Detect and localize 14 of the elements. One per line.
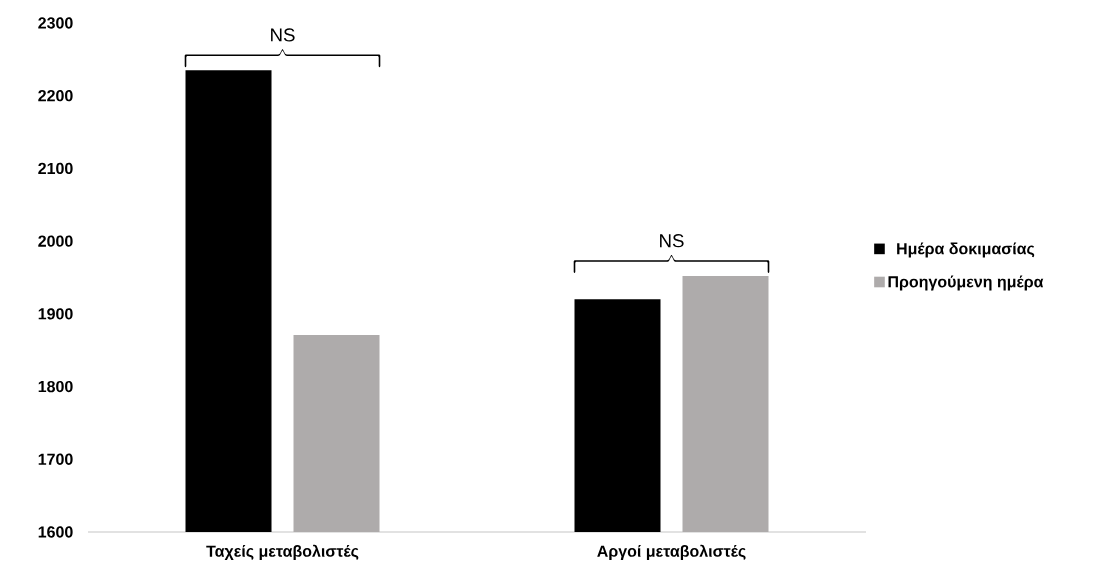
- y-tick-label: 2300: [38, 17, 73, 29]
- legend-label: Ημέρα δοκιμασίας: [897, 242, 1035, 258]
- y-tick-label: 2000: [38, 235, 73, 247]
- legend-label: Προηγούμενη ημέρα: [888, 275, 1044, 291]
- x-tick-label: Ταχείς μεταβολιστές: [206, 544, 359, 561]
- annotation: NS: [660, 234, 684, 248]
- y-tick-label: 2100: [38, 162, 73, 175]
- y-tick-label: 1800: [38, 380, 73, 393]
- y-tick-label: 1600: [38, 526, 73, 538]
- annotation: NS: [271, 28, 295, 42]
- y-tick-label: 1900: [38, 308, 73, 320]
- y-tick-label: 2200: [38, 90, 73, 102]
- x-tick-label: Αργοί μεταβολιστές: [597, 544, 746, 561]
- y-tick-label: 1700: [38, 453, 73, 465]
